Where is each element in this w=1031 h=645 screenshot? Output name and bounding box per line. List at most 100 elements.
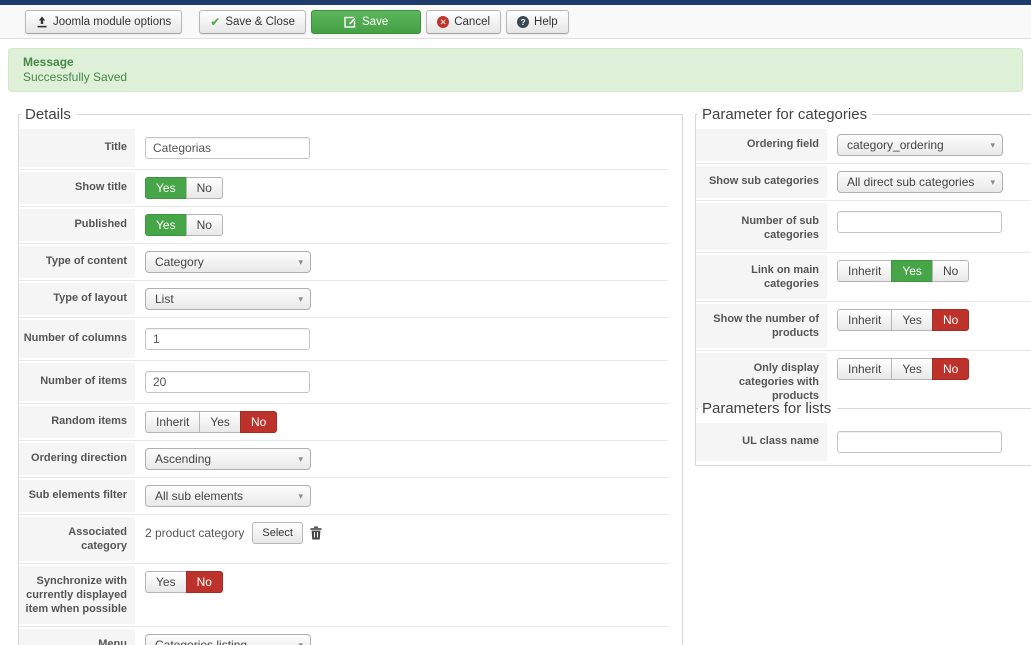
field-row-number-of-columns: Number of columns — [19, 318, 668, 361]
joomla-module-options-button[interactable]: Joomla module options — [25, 9, 183, 34]
select-value: All sub elements — [155, 489, 244, 503]
save-and-close-button[interactable]: ✔ Save & Close — [199, 9, 307, 34]
show-title-toggle: Yes No — [145, 177, 223, 199]
chevron-down-icon: ▾ — [298, 256, 303, 267]
field-row-type-of-layout: Type of layout List ▾ — [19, 281, 668, 318]
show-number-of-products-toggle: Inherit Yes No — [837, 309, 970, 331]
field-row-ul-class-name: UL class name — [696, 421, 1031, 463]
button-label: Cancel — [454, 15, 491, 28]
random-items-inherit-button[interactable]: Inherit — [145, 411, 201, 433]
button-label: Help — [534, 15, 558, 28]
select-value: All direct sub categories — [847, 175, 975, 189]
field-row-link-on-main-categories: Link on main categories Inherit Yes No — [696, 253, 1031, 302]
chevron-down-icon: ▾ — [990, 176, 995, 187]
field-row-associated-category: Associated category 2 product category S… — [19, 515, 668, 564]
show-title-yes-button[interactable]: Yes — [145, 177, 187, 199]
field-label: Show title — [19, 172, 135, 204]
message-box: Message Successfully Saved — [8, 48, 1023, 92]
random-items-yes-button[interactable]: Yes — [199, 411, 241, 433]
message-body: Successfully Saved — [23, 70, 128, 84]
parameter-for-categories-legend: Parameter for categories — [702, 106, 868, 123]
show-number-of-products-no-button[interactable]: No — [931, 309, 970, 331]
message-title: Message — [23, 55, 74, 69]
sub-elements-filter-select[interactable]: All sub elements ▾ — [145, 485, 311, 507]
menu-select[interactable]: Categories listing ▾ — [145, 634, 311, 645]
only-display-categories-inherit-button[interactable]: Inherit — [837, 358, 893, 380]
synchronize-no-button[interactable]: No — [185, 571, 223, 593]
field-label: Published — [19, 209, 135, 241]
field-label: Sub elements filter — [19, 480, 135, 512]
field-row-show-sub-categories: Show sub categories All direct sub categ… — [696, 164, 1031, 201]
field-row-random-items: Random items Inherit Yes No — [19, 404, 668, 441]
show-sub-categories-select[interactable]: All direct sub categories ▾ — [837, 171, 1003, 193]
link-on-main-categories-toggle: Inherit Yes No — [837, 260, 970, 282]
button-label: Save — [362, 15, 389, 28]
chevron-down-icon: ▾ — [990, 139, 995, 150]
field-row-number-of-sub-categories: Number of sub categories — [696, 201, 1031, 253]
button-label: Save & Close — [225, 15, 296, 28]
title-input[interactable] — [145, 137, 310, 159]
select-value: Ascending — [155, 452, 212, 466]
trash-icon[interactable] — [310, 526, 322, 545]
type-of-layout-select[interactable]: List ▾ — [145, 288, 311, 310]
field-label: Synchronize with currently displayed ite… — [19, 566, 135, 624]
field-label: Menu — [19, 629, 135, 645]
associated-category-select-button[interactable]: Select — [252, 522, 303, 544]
number-of-sub-categories-input[interactable] — [837, 211, 1002, 233]
link-on-main-categories-yes-button[interactable]: Yes — [891, 260, 933, 282]
field-label: Number of columns — [19, 320, 135, 358]
select-value: Categories listing — [155, 638, 248, 645]
ordering-field-select[interactable]: category_ordering ▾ — [837, 134, 1003, 156]
save-button[interactable]: Save — [311, 9, 422, 34]
link-on-main-categories-inherit-button[interactable]: Inherit — [837, 260, 893, 282]
help-button[interactable]: ? Help — [506, 9, 569, 34]
show-number-of-products-inherit-button[interactable]: Inherit — [837, 309, 893, 331]
cancel-button[interactable]: ✕ Cancel — [426, 9, 502, 34]
check-icon: ✔ — [210, 14, 221, 29]
field-label: Number of sub categories — [696, 203, 827, 250]
number-of-columns-input[interactable] — [145, 328, 310, 350]
field-row-synchronize: Synchronize with currently displayed ite… — [19, 564, 668, 627]
field-label: Ordering direction — [19, 443, 135, 475]
random-items-toggle: Inherit Yes No — [145, 411, 278, 433]
associated-category-value: 2 product category — [145, 526, 245, 540]
chevron-down-icon: ▾ — [298, 490, 303, 501]
random-items-no-button[interactable]: No — [239, 411, 278, 433]
field-row-ordering-direction: Ordering direction Ascending ▾ — [19, 441, 668, 478]
parameters-for-lists-fieldset: Parameters for lists UL class name — [695, 400, 1031, 466]
field-label: Number of items — [19, 363, 135, 401]
synchronize-toggle: Yes No — [145, 571, 223, 593]
field-label: Associated category — [19, 517, 135, 561]
select-value: category_ordering — [847, 138, 944, 152]
ordering-direction-select[interactable]: Ascending ▾ — [145, 448, 311, 470]
published-no-button[interactable]: No — [185, 214, 223, 236]
toolbar: Joomla module options ✔ Save & Close Sav… — [0, 5, 1031, 39]
type-of-content-select[interactable]: Category ▾ — [145, 251, 311, 273]
synchronize-yes-button[interactable]: Yes — [145, 571, 187, 593]
published-yes-button[interactable]: Yes — [145, 214, 187, 236]
only-display-categories-no-button[interactable]: No — [931, 358, 970, 380]
field-label: Show sub categories — [696, 166, 827, 198]
help-icon: ? — [517, 15, 530, 28]
published-toggle: Yes No — [145, 214, 223, 236]
field-label: Ordering field — [696, 129, 827, 161]
chevron-down-icon: ▾ — [298, 293, 303, 304]
show-title-no-button[interactable]: No — [185, 177, 223, 199]
only-display-categories-toggle: Inherit Yes No — [837, 358, 970, 380]
only-display-categories-yes-button[interactable]: Yes — [891, 358, 933, 380]
number-of-items-input[interactable] — [145, 371, 310, 393]
link-on-main-categories-no-button[interactable]: No — [931, 260, 970, 282]
select-value: Category — [155, 255, 204, 269]
chevron-down-icon: ▾ — [298, 453, 303, 464]
show-number-of-products-yes-button[interactable]: Yes — [891, 309, 933, 331]
field-label: Link on main categories — [696, 255, 827, 299]
top-bar — [0, 0, 1031, 5]
upload-icon — [36, 16, 48, 28]
button-label: Joomla module options — [53, 15, 172, 28]
field-row-show-title: Show title Yes No — [19, 170, 668, 207]
parameters-for-lists-legend: Parameters for lists — [702, 400, 832, 417]
ul-class-name-input[interactable] — [837, 431, 1002, 453]
edit-icon — [344, 15, 357, 28]
parameter-for-categories-fieldset: Parameter for categories Ordering field … — [695, 106, 1031, 416]
